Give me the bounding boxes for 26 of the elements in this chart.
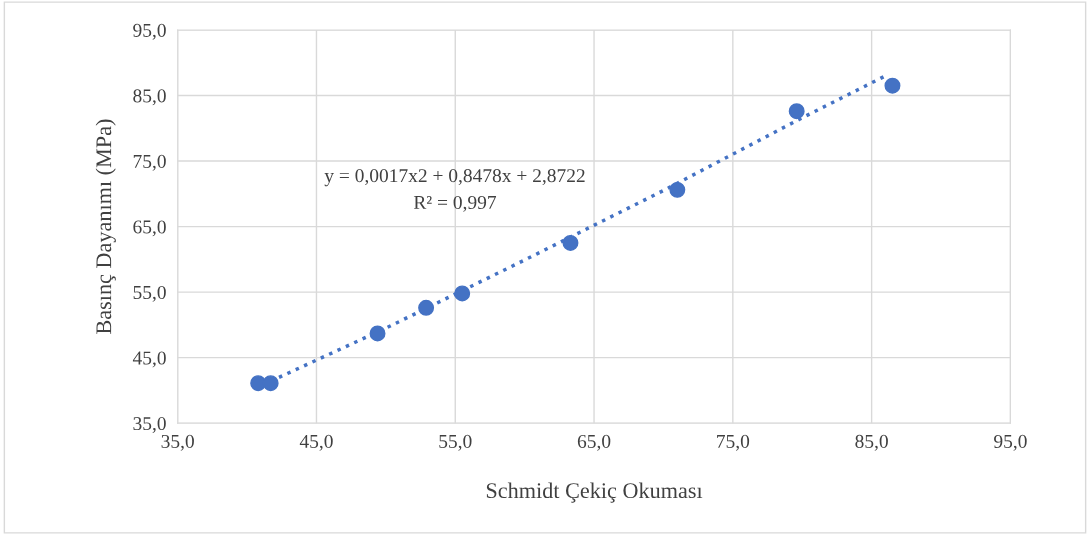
x-tick-label: 45,0 [299,434,333,451]
point [262,375,279,392]
x-tick-label: 35,0 [161,434,194,451]
point [788,103,805,120]
annotation: y = 0,0017x2 + 0,8478x + 2,8722 [324,169,585,187]
point [454,285,471,302]
y-tick-label: 55,0 [133,285,166,302]
y-axis-title: Basınç Dayanımı (MPa) [95,119,116,334]
y-tick-label: 35,0 [133,417,166,433]
x-axis-title: Schmidt Çekiç Okuması [486,482,703,503]
point [884,77,901,94]
y-tick-label: 65,0 [133,220,166,237]
point [669,181,686,198]
y-tick-label: 45,0 [132,351,166,368]
y-tick-label: 75,0 [133,154,166,171]
y-tick-label: 85,0 [133,89,166,106]
x-tick-label: 95,0 [994,434,1027,451]
point [369,325,386,342]
x-tick-label: 85,0 [855,434,888,451]
annotation: R² = 0,997 [413,195,497,212]
point [562,234,579,251]
y-tick-label: 95,0 [133,23,166,40]
point [418,299,435,316]
x-tick-label: 75,0 [717,434,750,451]
x-tick-label: 65,0 [577,434,611,451]
x-tick-label: 55,0 [439,434,472,451]
